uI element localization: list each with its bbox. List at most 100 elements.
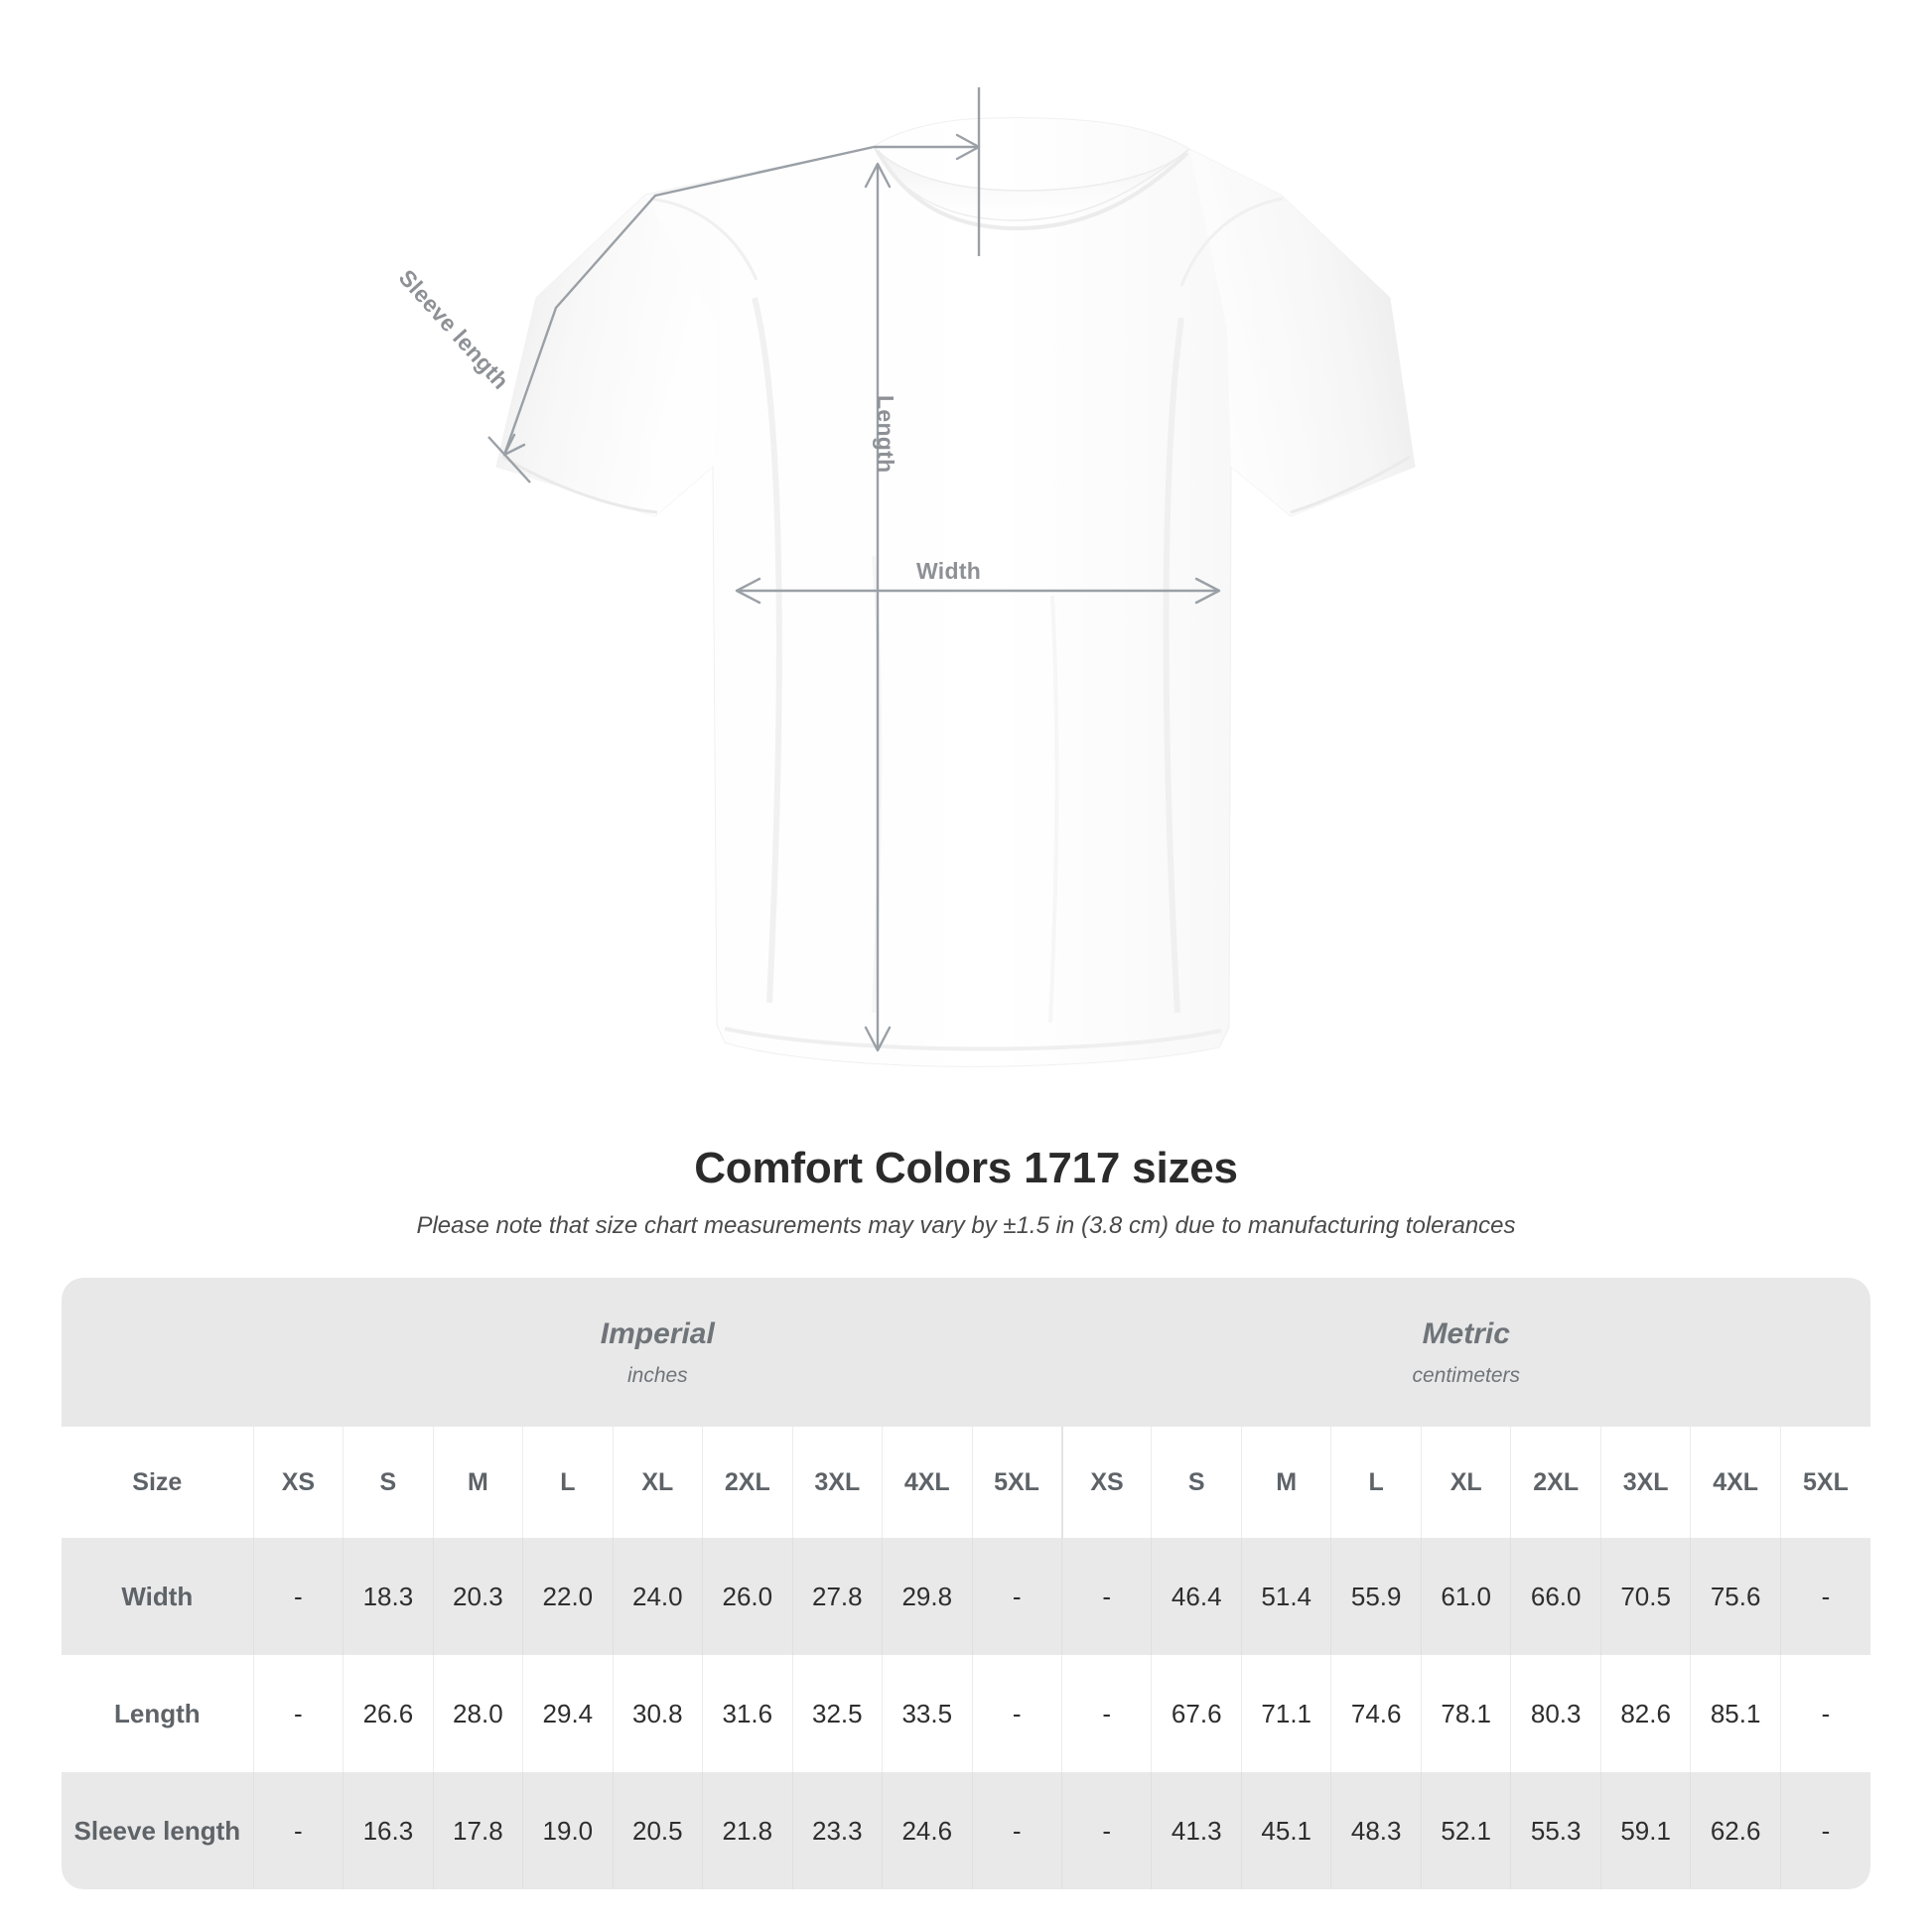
cell-sleeve-length-imperial-4xl: 24.6 (882, 1772, 973, 1890)
size-header-metric-xs: XS (1060, 1427, 1152, 1539)
size-header-imperial-s: S (343, 1427, 434, 1539)
cell-length-imperial-xl: 30.8 (612, 1655, 703, 1773)
size-header-imperial-2xl: 2XL (702, 1427, 793, 1539)
size-header-imperial-5xl: 5XL (971, 1427, 1062, 1539)
cell-length-metric-5xl: - (1779, 1655, 1870, 1773)
width-label: Width (916, 558, 982, 584)
table-row: Width -18.3 20.3 22.0 24.0 26.0 27.8 29.8- -46.4… (62, 1538, 1870, 1656)
size-header-imperial-4xl: 4XL (882, 1427, 973, 1539)
cell-length-metric-4xl: 85.1 (1690, 1655, 1781, 1773)
cell-width-imperial-2xl: 26.0 (702, 1538, 793, 1656)
cell-sleeve-length-imperial-xl: 20.5 (612, 1772, 703, 1890)
cell-sleeve-length-imperial-xs: - (252, 1772, 344, 1890)
cell-sleeve-length-metric-xs: - (1060, 1772, 1152, 1890)
row-label-width: Width (62, 1538, 254, 1656)
size-header-imperial-m: M (432, 1427, 523, 1539)
size-header-metric-xl: XL (1420, 1427, 1511, 1539)
cell-sleeve-length-imperial-2xl: 21.8 (702, 1772, 793, 1890)
cell-length-imperial-s: 26.6 (343, 1655, 434, 1773)
size-header-metric-m: M (1240, 1427, 1331, 1539)
unit-group-imperial: Imperial inches (253, 1278, 1062, 1428)
page-subtitle: Please note that size chart measurements… (416, 1211, 1516, 1239)
cell-sleeve-length-metric-5xl: - (1779, 1772, 1870, 1890)
cell-sleeve-length-metric-m: 45.1 (1240, 1772, 1331, 1890)
size-header-metric-l: L (1330, 1427, 1422, 1539)
size-header-metric-3xl: 3XL (1599, 1427, 1691, 1539)
tshirt-diagram: Sleeve length Length Width (393, 87, 1416, 1067)
size-header-metric-2xl: 2XL (1510, 1427, 1601, 1539)
size-header-imperial-3xl: 3XL (791, 1427, 883, 1539)
cell-length-metric-s: 67.6 (1151, 1655, 1242, 1773)
size-header-row: Size XS S M L XL 2XL 3XL 4XL 5XL XS S M L XL 2XL 3XL 4XL 5… (62, 1427, 1870, 1539)
cell-length-imperial-4xl: 33.5 (882, 1655, 973, 1773)
cell-width-imperial-m: 20.3 (432, 1538, 523, 1656)
row-label-sleeve-length: Sleeve length (62, 1772, 254, 1890)
cell-length-metric-l: 74.6 (1330, 1655, 1422, 1773)
cell-length-metric-3xl: 82.6 (1599, 1655, 1691, 1773)
unit-banner-spacer (62, 1278, 254, 1428)
cell-width-metric-l: 55.9 (1330, 1538, 1422, 1656)
unit-name-imperial: Imperial (600, 1317, 715, 1351)
cell-width-metric-s: 46.4 (1151, 1538, 1242, 1656)
size-header-imperial-l: L (522, 1427, 614, 1539)
cell-sleeve-length-imperial-3xl: 23.3 (791, 1772, 883, 1890)
cell-sleeve-length-imperial-s: 16.3 (343, 1772, 434, 1890)
cell-sleeve-length-metric-4xl: 62.6 (1690, 1772, 1781, 1890)
unit-sub-imperial: inches (626, 1364, 688, 1388)
cell-sleeve-length-metric-s: 41.3 (1151, 1772, 1242, 1890)
cell-sleeve-length-metric-xl: 52.1 (1420, 1772, 1511, 1890)
size-chart-body: Width -18.3 20.3 22.0 24.0 26.0 27.8 29.8- -46.4… (62, 1538, 1870, 1890)
size-header-imperial-xl: XL (612, 1427, 703, 1539)
cell-width-metric-xl: 61.0 (1420, 1538, 1511, 1656)
cell-width-metric-5xl: - (1779, 1538, 1870, 1656)
measurement-lines (487, 87, 1219, 1050)
table-row: Sleeve length -16.3 17.8 19.0 20.5 21.8 23.3 24… (62, 1772, 1870, 1890)
unit-banner-row: Imperial inches Metric centimeters (62, 1278, 1870, 1428)
cell-width-imperial-5xl: - (971, 1538, 1062, 1656)
cell-length-metric-xs: - (1060, 1655, 1152, 1773)
sleeve-length-line (502, 145, 875, 456)
cell-sleeve-length-imperial-l: 19.0 (522, 1772, 614, 1890)
unit-sub-metric: centimeters (1412, 1364, 1521, 1388)
unit-group-metric: Metric centimeters (1061, 1278, 1870, 1428)
cell-width-metric-m: 51.4 (1240, 1538, 1331, 1656)
size-header-metric-4xl: 4XL (1690, 1427, 1781, 1539)
cell-length-metric-m: 71.1 (1240, 1655, 1331, 1773)
arrow-length-bottom (864, 1026, 892, 1052)
size-header-metric-5xl: 5XL (1779, 1427, 1870, 1539)
cell-sleeve-length-imperial-m: 17.8 (432, 1772, 523, 1890)
cell-width-imperial-s: 18.3 (343, 1538, 434, 1656)
tshirt-illustration (487, 87, 1416, 1067)
cell-sleeve-length-metric-l: 48.3 (1330, 1772, 1422, 1890)
cell-length-imperial-5xl: - (971, 1655, 1062, 1773)
size-chart-table-wrapper: Imperial inches Metric centimeters Size X… (62, 1278, 1870, 1890)
cell-length-imperial-3xl: 32.5 (791, 1655, 883, 1773)
sleeve-cuff-tick (487, 436, 531, 483)
cell-length-metric-2xl: 80.3 (1510, 1655, 1601, 1773)
page-title: Comfort Colors 1717 sizes (694, 1144, 1238, 1192)
size-header-imperial-xs: XS (252, 1427, 344, 1539)
cell-width-metric-2xl: 66.0 (1510, 1538, 1601, 1656)
row-label-length: Length (62, 1655, 254, 1773)
cell-width-imperial-3xl: 27.8 (791, 1538, 883, 1656)
cell-length-imperial-l: 29.4 (522, 1655, 614, 1773)
cell-sleeve-length-imperial-5xl: - (971, 1772, 1062, 1890)
arrow-length-top (864, 162, 892, 189)
size-chart-table: Imperial inches Metric centimeters Size X… (62, 1278, 1870, 1890)
cell-sleeve-length-metric-2xl: 55.3 (1510, 1772, 1601, 1890)
arrow-width-left (735, 577, 761, 605)
cell-length-imperial-xs: - (252, 1655, 344, 1773)
unit-name-metric: Metric (1422, 1317, 1510, 1351)
size-header-metric-s: S (1151, 1427, 1242, 1539)
arrow-width-right (1194, 577, 1221, 605)
cell-width-imperial-xs: - (252, 1538, 344, 1656)
table-row: Length -26.6 28.0 29.4 30.8 31.6 32.5 33.5- -67.… (62, 1655, 1870, 1773)
title-block: Comfort Colors 1717 sizes Please note th… (0, 1144, 1932, 1240)
cell-width-metric-xs: - (1060, 1538, 1152, 1656)
cell-width-metric-4xl: 75.6 (1690, 1538, 1781, 1656)
cell-width-metric-3xl: 70.5 (1599, 1538, 1691, 1656)
cell-width-imperial-4xl: 29.8 (882, 1538, 973, 1656)
cell-length-imperial-2xl: 31.6 (702, 1655, 793, 1773)
cell-length-metric-xl: 78.1 (1420, 1655, 1511, 1773)
cell-length-imperial-m: 28.0 (432, 1655, 523, 1773)
